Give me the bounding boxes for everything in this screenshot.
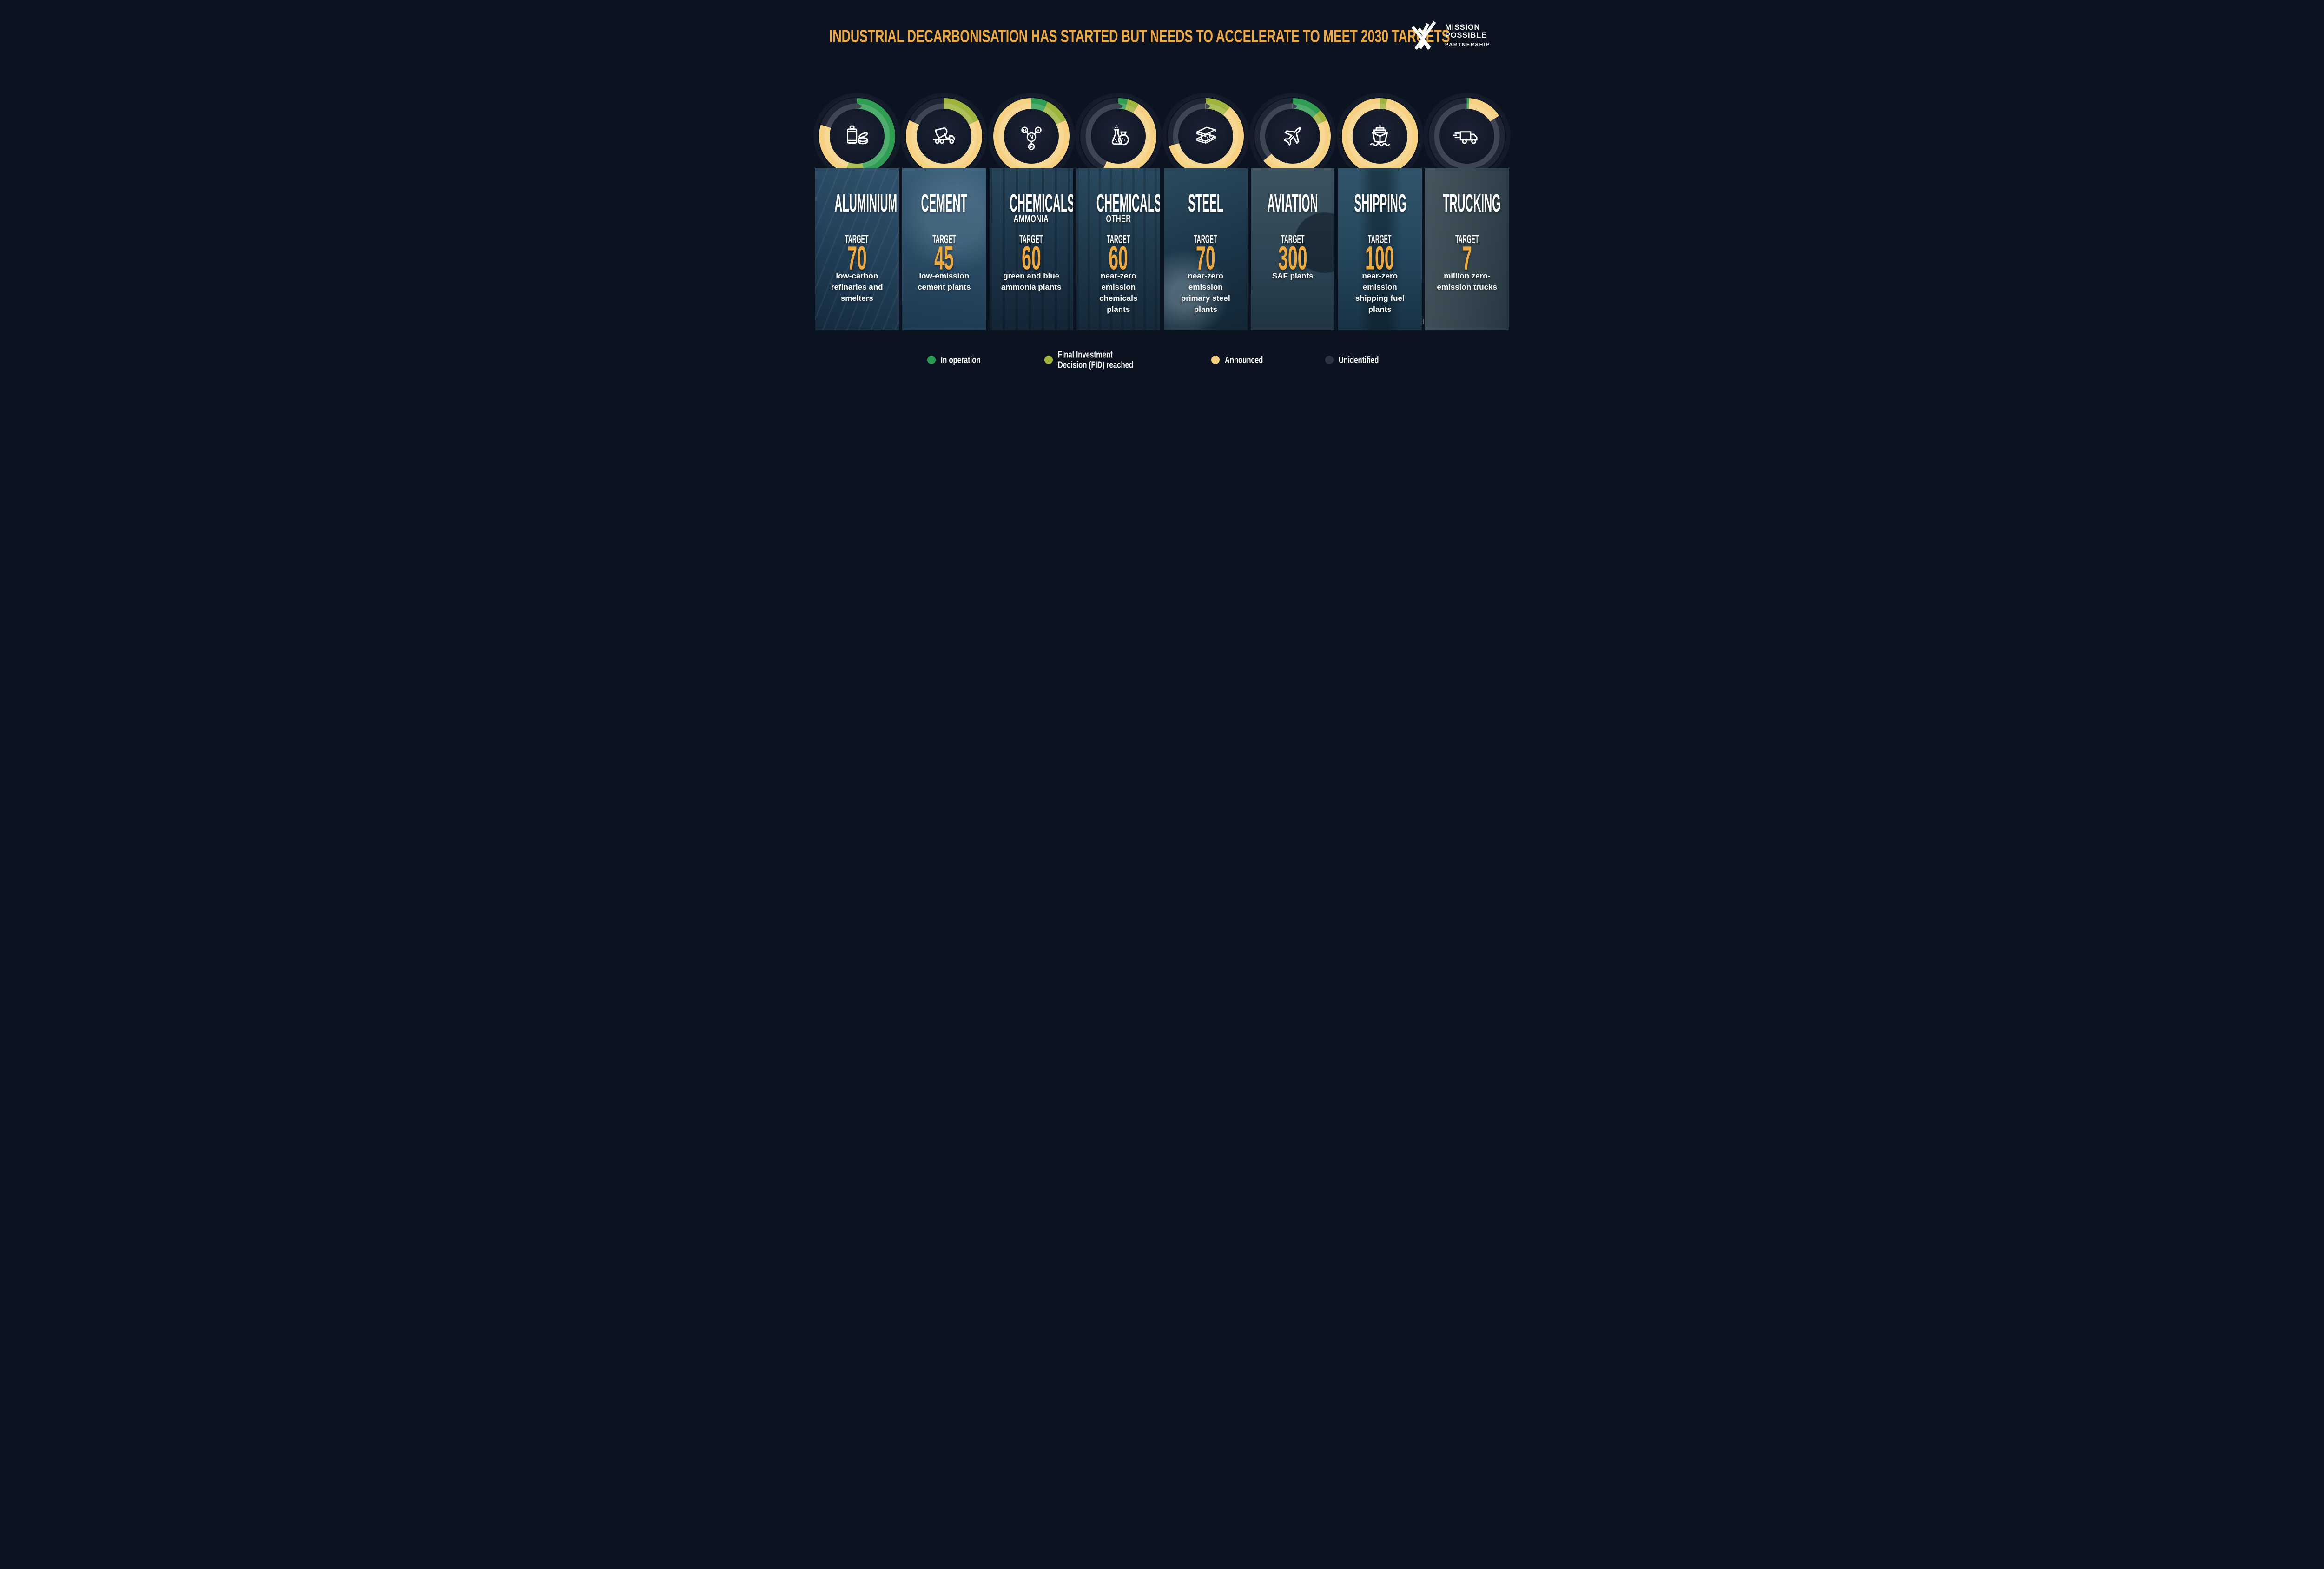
svg-text:N: N [1029,134,1033,140]
sector-name: ALUMINIUM [834,190,897,218]
target-label: TARGET [1107,234,1130,246]
donut-inner-sheen [824,103,890,169]
mpp-x-mark-icon [1408,20,1439,53]
donut-inner-sheen [1434,103,1500,169]
donut-segment-in_operation [993,98,1070,174]
steel-beam-icon [1190,121,1221,152]
target-value: 7 [1462,239,1472,278]
sector-name: AVIATION [1267,190,1318,218]
sector-name: STEEL [1188,190,1223,218]
target-description: low-carbon refinaries and smelters [831,271,883,303]
target-value: 45 [934,239,954,278]
panel-cement: CEMENT TARGET 45 low-emission cement plants [902,168,986,330]
target-value: 60 [1021,239,1041,278]
target-description: near-zero emission shipping fuel plants [1355,271,1405,314]
legend-label: Announced [1225,354,1263,365]
legend-item-in_operation: In operation [927,350,986,370]
donut-segment-unidentified [1167,98,1244,174]
chemical-flasks-icon [1103,121,1134,152]
legend-dot-fid_reached [1044,356,1053,364]
airplane-icon [1277,121,1308,152]
aluminium-cans-icon [842,121,872,152]
donut-inner-sheen [911,103,977,169]
panel-steel: STEEL TARGET 70 near-zero emission primary … [1163,168,1248,330]
donut-inner-sheen [1260,103,1326,169]
donut-segment-unidentified [1080,98,1157,174]
target-label: TARGET [1368,234,1392,246]
svg-text:H: H [1030,145,1033,149]
panel-chemicals-other: CHEMICALS OTHER TARGET 60 near-zero emission… [1076,168,1161,330]
legend-dot-announced [1211,356,1220,364]
target-label: TARGET [1455,234,1479,246]
sector-name: TRUCKING [1443,190,1501,218]
donut-segment-fid_reached [1341,98,1418,174]
svg-text:H: H [1023,128,1026,132]
svg-text:H: H [1037,128,1039,132]
donut-chart [1422,91,1511,181]
truck-icon [1452,121,1482,152]
logo-line-2: POSSIBLE [1445,31,1487,40]
target-description: low-emission cement plants [918,271,971,291]
target-value: 70 [847,239,867,278]
target-value: 60 [1109,239,1129,278]
logo-line-1: MISSION [1445,23,1480,32]
donut-inner-sheen [1347,103,1413,169]
donut-segment-in_operation [1429,98,1505,174]
donut-chart [1248,91,1338,181]
target-description: SAF plants [1272,271,1314,280]
mpp-logo: MISSION POSSIBLE PARTNERSHIP [1408,20,1491,53]
sector-subtitle: AMMONIA [1014,213,1049,225]
target-label: TARGET [932,234,956,246]
target-label: TARGET [1019,234,1043,246]
page-title: INDUSTRIAL DECARBONISATION HAS STARTED B… [829,26,1450,46]
target-label: TARGET [1281,234,1305,246]
mpp-logo-text: MISSION POSSIBLE PARTNERSHIP [1445,23,1491,49]
donut-shipping [1334,90,1426,183]
cement-truck-icon [929,121,959,152]
sector-name: SHIPPING [1354,190,1406,218]
donut-inner-sheen [998,103,1064,169]
sector-subtitle: OTHER [1106,213,1131,225]
donut-segment-unidentified [1254,98,1331,174]
legend-dot-in_operation [927,356,936,364]
target-description: green and blue ammonia plants [1001,271,1062,291]
ship-icon [1365,121,1395,152]
legend-label: Final Investment Decision (FID) reached [1058,349,1134,371]
panel-aviation: AVIATION TARGET 300 SAF plants [1251,168,1335,330]
panel-aluminium: ALUMINIUM TARGET 70 low-carbon refinaries a… [815,168,899,330]
legend-label: In operation [941,354,981,365]
target-description: near-zero emission chemicals plants [1099,271,1138,314]
sector-name: CEMENT [921,190,967,218]
legend-dot-unidentified [1325,356,1334,364]
legend-item-unidentified: Unidentified [1325,350,1384,370]
donut-segment-unidentified [819,98,895,174]
sector-name: CHEMICALS [1009,190,1073,218]
target-value: 70 [1195,239,1215,278]
donut-segment-announced [819,98,895,174]
panel-chemicals-ammonia: CHEMICALS AMMONIA TARGET 60 green and blue a… [989,168,1073,330]
donut-chemicals-other [1072,90,1165,183]
panel-shipping: SHIPPING TARGET 100 near-zero emission ship… [1338,168,1422,330]
infographic-poster: INDUSTRIAL DECARBONISATION HAS STARTED B… [813,0,1511,392]
logo-line-3: PARTNERSHIP [1445,41,1491,47]
target-label: TARGET [1194,234,1217,246]
donut-inner-sheen [1173,103,1239,169]
legend-label: Unidentified [1339,354,1379,365]
target-description: near-zero emission primary steel plants [1181,271,1230,314]
donut-segment-fid_reached [906,98,983,174]
target-description: million zero-emission trucks [1437,271,1497,291]
legend-item-announced: Announced [1211,350,1268,370]
donut-inner-sheen [1085,103,1151,169]
donut-aviation [1246,90,1339,183]
panel-trucking: TRUCKING TARGET 7 million zero-emission tru… [1425,168,1509,330]
target-value: 300 [1278,239,1307,278]
legend-item-fid_reached: Final Investment Decision (FID) reached [1044,350,1151,370]
donut-trucking [1420,90,1511,183]
target-value: 100 [1365,239,1394,278]
target-label: TARGET [845,234,869,246]
sector-name: CHEMICALS [1096,190,1161,218]
